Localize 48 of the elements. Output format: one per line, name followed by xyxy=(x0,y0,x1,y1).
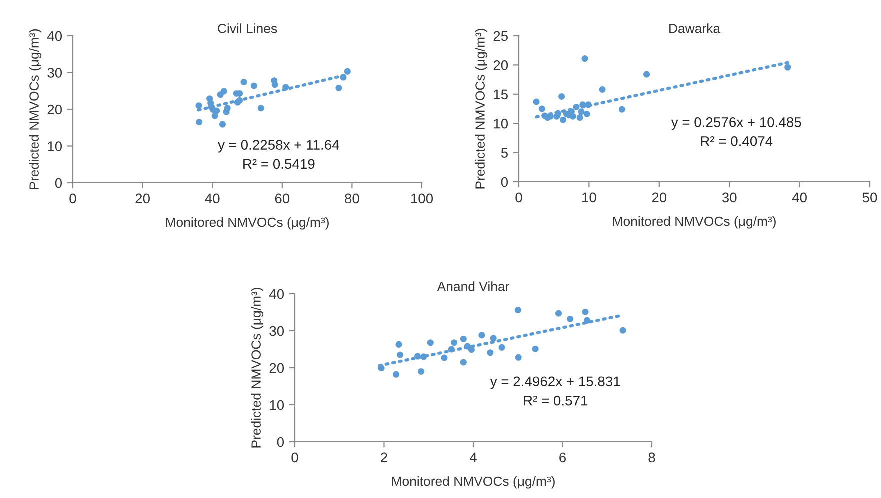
y-tick-label: 20 xyxy=(270,363,284,374)
x-tick-label: 0 xyxy=(292,452,298,463)
y-axis-title: Predicted NMVOCs (μg/m³) xyxy=(475,29,488,189)
x-tick-label: 80 xyxy=(345,194,360,204)
x-tick-label: 2 xyxy=(381,452,388,462)
x-tick-label: 0 xyxy=(70,194,76,204)
x-tick-label: 4 xyxy=(470,452,477,462)
y-tick-label: 10 xyxy=(270,400,284,410)
x-tick-label: 10 xyxy=(582,192,596,203)
y-tick-label: 40 xyxy=(47,31,62,42)
x-tick-label: 6 xyxy=(560,452,566,463)
y-tick-label: 10 xyxy=(494,118,508,129)
y-axis-title: Predicted NMVOCs (μg/m³) xyxy=(29,30,42,190)
y-tick-label: 15 xyxy=(494,90,508,100)
y-tick-label: 20 xyxy=(494,60,508,70)
x-tick-label: 50 xyxy=(862,192,878,203)
x-tick-label: 100 xyxy=(411,194,434,204)
chart-title: Civil Lines xyxy=(218,24,278,34)
y-tick-label: 0 xyxy=(55,178,62,188)
x-tick-label: 20 xyxy=(652,192,667,203)
chart-title: Anand Vihar xyxy=(437,282,510,292)
x-tick-label: 8 xyxy=(648,452,656,463)
annotation: R² = 0.4074 xyxy=(701,136,773,146)
chart-title: Dawarka xyxy=(670,24,721,34)
y-tick-label: 30 xyxy=(48,68,62,78)
y-tick-label: 30 xyxy=(270,326,284,336)
x-tick-label: 20 xyxy=(136,194,150,204)
x-tick-label: 40 xyxy=(205,194,220,204)
annotation: y = 2.4962x + 15.831 xyxy=(490,376,620,390)
y-tick-label: 25 xyxy=(494,31,508,42)
y-tick-label: 10 xyxy=(48,142,62,152)
x-axis-title: Monitored NMVOCs (μg/m³) xyxy=(166,217,329,230)
x-tick-label: 60 xyxy=(275,194,290,204)
x-axis-title: Monitored NMVOCs (μg/m³) xyxy=(613,216,776,229)
x-tick-label: 0 xyxy=(516,192,522,203)
y-tick-label: 40 xyxy=(269,289,284,300)
y-axis-title: Predicted NMVOCs (μg/m³) xyxy=(251,288,264,448)
y-tick-label: 0 xyxy=(277,437,284,448)
x-tick-label: 30 xyxy=(722,192,737,203)
annotation: y = 0.2258x + 11.64 xyxy=(218,140,340,153)
y-tick-label: 20 xyxy=(48,104,62,115)
annotation: R² = 0.5419 xyxy=(244,159,315,170)
x-tick-label: 40 xyxy=(792,192,807,203)
annotation: y = 0.2576x + 10.485 xyxy=(671,117,802,130)
y-tick-label: 0 xyxy=(501,177,508,188)
x-axis-title: Monitored NMVOCs (μg/m³) xyxy=(392,476,555,489)
y-tick-label: 5 xyxy=(501,148,508,158)
annotation: R² = 0.571 xyxy=(524,396,588,406)
